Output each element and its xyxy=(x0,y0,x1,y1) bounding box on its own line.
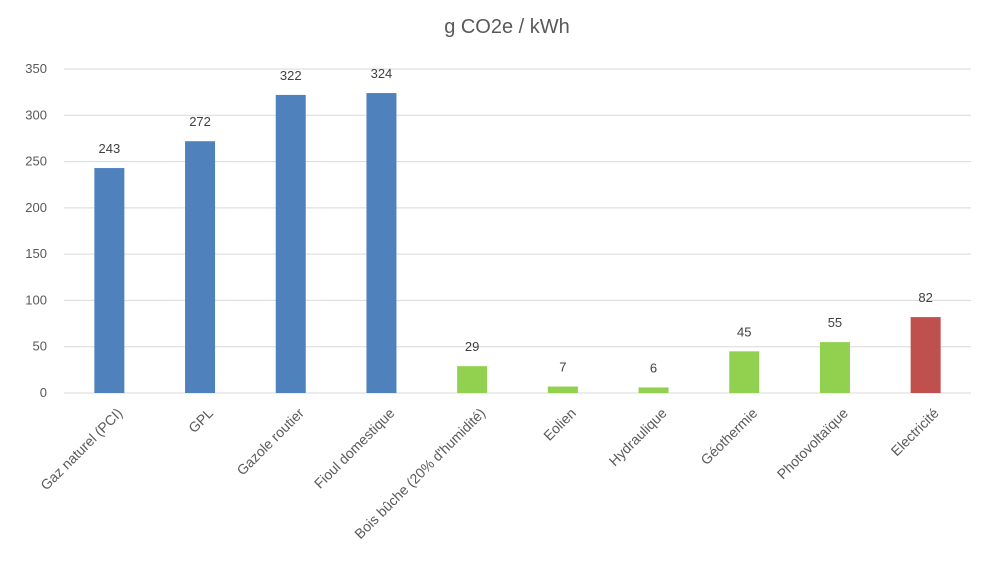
y-tick-label: 250 xyxy=(25,154,47,169)
bar xyxy=(547,386,578,393)
y-tick-label: 350 xyxy=(25,61,47,76)
data-label: 7 xyxy=(559,360,566,375)
category-label: GPL xyxy=(185,405,216,436)
category-label: Gazole routier xyxy=(233,405,307,479)
category-label: Gaz naturel (PCI) xyxy=(37,405,125,493)
bar xyxy=(457,366,488,393)
data-label: 6 xyxy=(650,360,657,375)
y-tick-label: 300 xyxy=(25,107,47,122)
bar xyxy=(819,342,850,393)
data-label: 82 xyxy=(918,290,932,305)
category-label: Photovoltaïque xyxy=(774,405,852,483)
x-axis-categories: Gaz naturel (PCI) GPL Gazole routier Fioul … xyxy=(37,405,942,542)
bar xyxy=(94,168,125,393)
y-tick-label: 50 xyxy=(33,339,47,354)
y-tick-label: 0 xyxy=(40,385,47,400)
data-label: 324 xyxy=(371,66,393,81)
y-axis-ticks: 0 50 100 150 200 250 300 350 xyxy=(25,61,47,400)
category-label: Electricité xyxy=(888,405,942,459)
data-label: 29 xyxy=(465,339,479,354)
category-label: Hydraulique xyxy=(606,405,670,469)
data-label: 243 xyxy=(98,141,120,156)
data-label: 45 xyxy=(737,324,751,339)
category-label: Fioul domestique xyxy=(311,405,398,492)
data-label: 272 xyxy=(189,114,211,129)
bar xyxy=(366,93,397,393)
y-tick-label: 100 xyxy=(25,292,47,307)
bar xyxy=(729,351,760,393)
bar xyxy=(185,141,216,393)
bar xyxy=(275,94,306,394)
data-labels: 243 272 322 324 29 7 6 45 55 82 xyxy=(98,66,932,375)
y-tick-label: 200 xyxy=(25,200,47,215)
y-tick-label: 150 xyxy=(25,246,47,261)
data-label: 322 xyxy=(280,68,302,83)
bars xyxy=(94,93,941,394)
category-label: Géothermie xyxy=(697,405,760,468)
gridlines xyxy=(64,68,971,394)
chart-title: g CO2e / kWh xyxy=(444,16,570,38)
bar xyxy=(910,317,941,393)
category-label: Eolien xyxy=(540,405,579,444)
data-label: 55 xyxy=(828,315,842,330)
bar xyxy=(638,387,669,393)
